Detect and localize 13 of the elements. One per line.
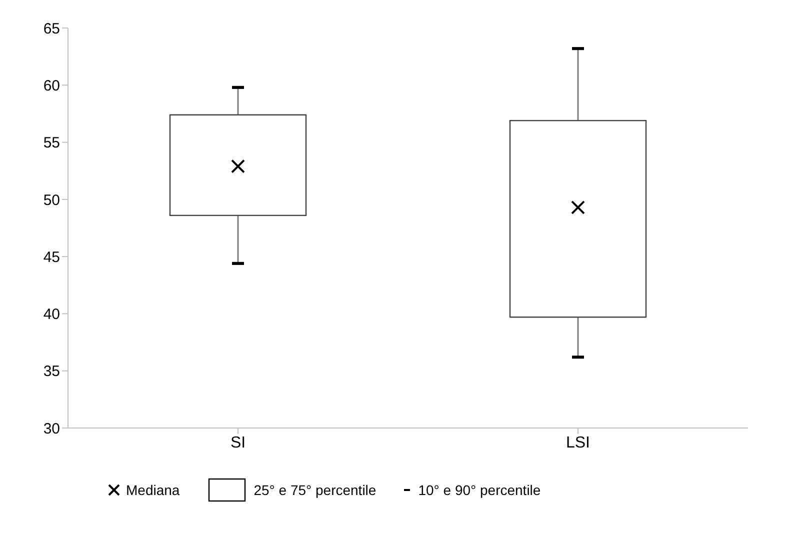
y-tick-label: 35 [43,363,60,380]
y-tick-label: 50 [43,192,60,209]
y-tick-label: 45 [43,248,60,266]
y-tick-label: 40 [43,306,60,324]
y-tick-label: 30 [43,420,60,438]
y-tick-label: 65 [43,20,60,38]
text: 10° e 90° percentile [418,482,541,498]
text: 25° e 75° percentile [254,482,376,498]
y-tick-label: 55 [43,134,60,152]
x-tick-label: SI [230,434,246,452]
y-tick-label: 60 [43,77,60,94]
text: Mediana [126,482,180,498]
x-tick-label: LSI [566,434,590,452]
